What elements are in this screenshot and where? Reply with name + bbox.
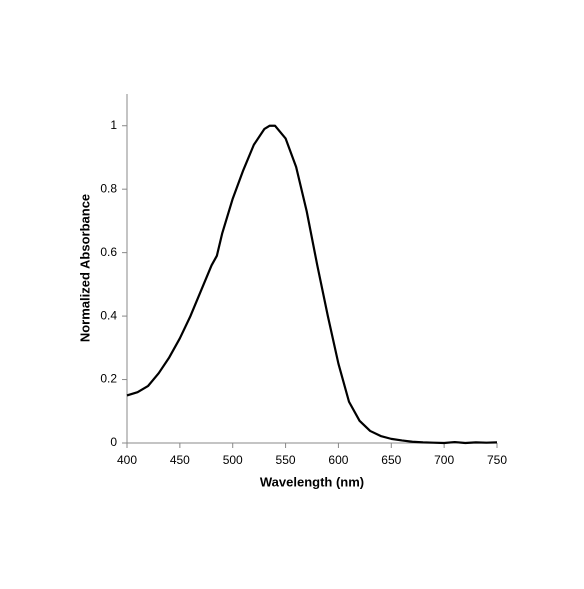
x-tick-label: 400 (117, 453, 137, 467)
y-tick-label: 0.2 (100, 372, 117, 386)
x-tick-label: 700 (434, 453, 454, 467)
y-tick-label: 0 (110, 435, 117, 449)
data-line (126, 124, 498, 445)
y-axis-label: Normalized Absorbance (77, 194, 92, 342)
x-axis-label: Wavelength (nm) (260, 474, 364, 489)
y-tick-label: 0.8 (100, 181, 117, 195)
x-tick-label: 550 (276, 453, 296, 467)
x-tick-label: 750 (487, 453, 507, 467)
y-tick-label: 0.4 (100, 308, 117, 322)
x-tick-label: 450 (170, 453, 190, 467)
x-tick-label: 650 (381, 453, 401, 467)
x-tick-label: 600 (328, 453, 348, 467)
x-tick-label: 500 (223, 453, 243, 467)
y-tick-label: 1 (110, 118, 117, 132)
y-tick-label: 0.6 (100, 245, 117, 259)
